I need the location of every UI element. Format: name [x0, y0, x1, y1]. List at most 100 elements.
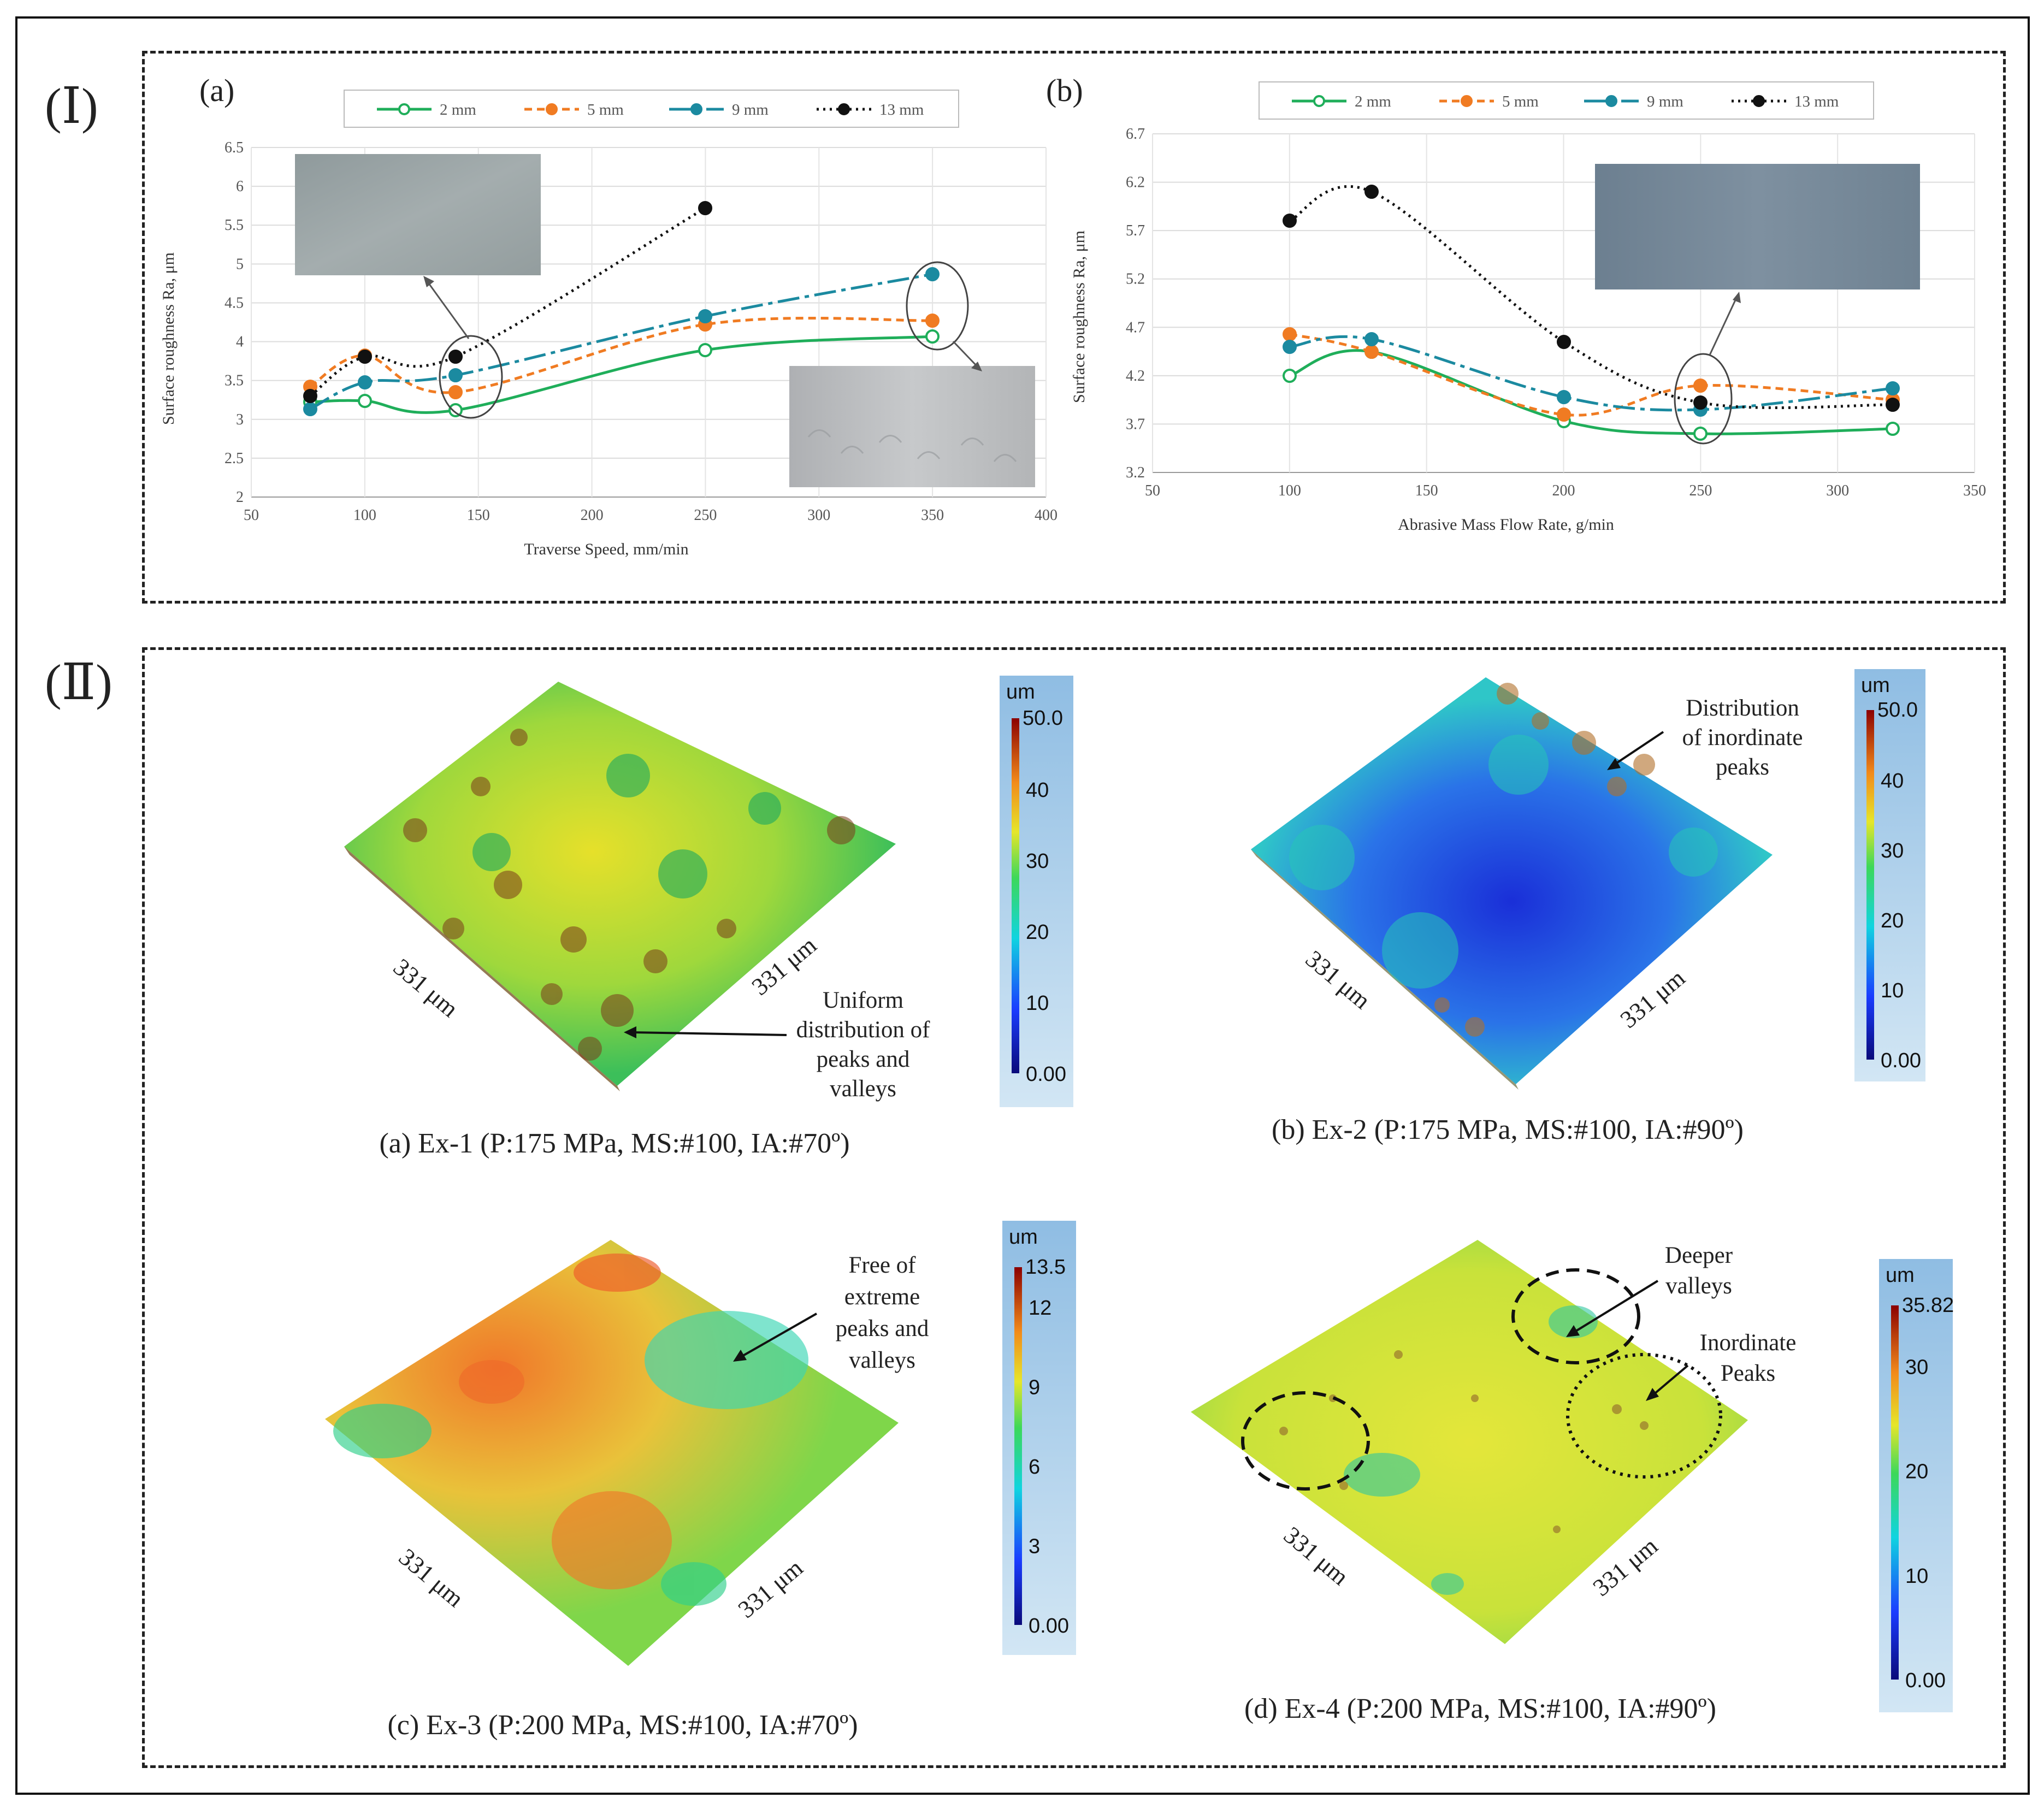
legend-box [344, 90, 959, 128]
x-tick-label: 250 [694, 507, 717, 524]
surface-map-c-caption: (c) Ex-3 (P:200 MPa, MS:#100, IA:#70º) [387, 1710, 858, 1741]
annotation-line: extreme [844, 1284, 920, 1310]
surface-map-a-arrowhead [624, 1026, 636, 1038]
colorbar-tick: 30 [1026, 850, 1049, 873]
y-tick-label: 4.7 [1126, 319, 1145, 336]
data-point-13-mm [448, 350, 463, 364]
y-tick-label: 3.5 [225, 373, 244, 389]
x-tick-label: 50 [1145, 482, 1160, 499]
data-point-2-mm [1283, 369, 1297, 383]
surface-map-a-arrow [630, 1031, 787, 1036]
y-tick-label: 5.2 [1126, 271, 1145, 288]
legend-marker [398, 103, 410, 115]
surface-map-d-caption: (d) Ex-4 (P:200 MPa, MS:#100, IA:#90º) [1244, 1693, 1716, 1724]
chart-b-ticks: 3.2 3.7 4.2 4.7 5.2 5.7 6.2 6.7 50 100 150 200 250 30… [1126, 126, 1986, 499]
colorbar-tick: 3 [1029, 1535, 1040, 1558]
surface-map-c-dim-right: 331 μm [732, 1554, 808, 1623]
colorbar-tick: 20 [1905, 1461, 1928, 1483]
annotation-line: valleys [1665, 1273, 1732, 1299]
y-tick-label: 3.2 [1126, 464, 1145, 481]
y-tick-label: 5 [236, 256, 244, 273]
chart-a-callout-circle-right [906, 261, 969, 351]
colorbar-unit: um [1009, 1226, 1038, 1249]
surface-map-c-arrow [740, 1313, 817, 1358]
data-point-2-mm [1693, 427, 1708, 441]
colorbar-gradient [1014, 1267, 1022, 1625]
data-point-9-mm [1283, 340, 1297, 354]
surface-map-c-arrowhead [733, 1350, 747, 1362]
x-tick-label: 350 [921, 507, 944, 524]
data-point-9-mm [358, 375, 372, 389]
y-tick-label: 6.5 [225, 139, 244, 156]
data-point-2-mm [448, 403, 463, 417]
colorbar-tick: 10 [1881, 979, 1904, 1002]
y-tick-label: 4.5 [225, 294, 244, 311]
y-tick-label: 3.7 [1126, 416, 1145, 433]
legend-marker [690, 103, 702, 115]
annotation-line: peaks and [836, 1316, 929, 1341]
colorbar-gradient [1866, 710, 1874, 1060]
surface-map-d-deep-circle-left [1241, 1391, 1370, 1491]
x-tick-label: 300 [807, 507, 830, 524]
surface-map-c-annotation: Free of extreme peaks and valleys [836, 1252, 929, 1373]
colorbar-d: um 35.82 30 20 10 0.00 [1879, 1259, 1954, 1712]
surface-map-d-dim-left: 331 μm [1279, 1521, 1354, 1591]
colorbar-tick: 0.00 [1026, 1063, 1066, 1086]
x-tick-label: 100 [1278, 482, 1301, 499]
surface-map-c: 331 μm 331 μm Free of extreme peaks and val… [325, 1240, 929, 1741]
data-point-5-mm [925, 314, 940, 328]
surface-map-b-caption: (b) Ex-2 (P:175 MPa, MS:#100, IA:#90º) [1272, 1114, 1744, 1145]
surface-map-b-arrowhead [1607, 758, 1621, 770]
chart-a-series [303, 201, 940, 417]
y-tick-label: 5.7 [1126, 222, 1145, 239]
chart-a-xlabel: Traverse Speed, mm/min [524, 540, 688, 558]
chart-a-arrowhead-left [423, 276, 434, 287]
surface-map-d-annotation-peaks: Inordinate Peaks [1700, 1330, 1797, 1386]
figure-frame [15, 16, 2030, 1795]
data-point-13-mm [1886, 398, 1900, 412]
colorbar-panel [1854, 669, 1925, 1081]
annotation-line: Deeper [1665, 1243, 1733, 1268]
annotation-line: Inordinate [1700, 1330, 1797, 1356]
data-point-2-mm [925, 329, 940, 344]
colorbar-max: 50.0 [1877, 699, 1918, 722]
chart-a-legend: 2 mm 5 mm 9 mm 13 mm [344, 90, 959, 128]
annotation-line: Uniform [823, 988, 903, 1013]
colorbar-unit: um [1006, 681, 1035, 704]
colorbar-tick: 30 [1905, 1356, 1928, 1379]
data-point-13-mm [303, 389, 317, 403]
surface-map-d-plot [1191, 1240, 1748, 1644]
colorbar-max: 13.5 [1025, 1256, 1066, 1279]
legend-label: 13 mm [879, 101, 924, 119]
colorbar-max: 50.0 [1023, 707, 1063, 730]
surface-map-d-annotation-deeper: Deeper valleys [1665, 1243, 1733, 1299]
data-point-9-mm [1886, 381, 1900, 395]
legend-label: 2 mm [1355, 93, 1391, 110]
chart-a: (a) 2 mm 5 mm 9 mm 13 mm 2 2.5 3 3.5 4 4.5 5 5.5 6 6… [159, 73, 1058, 558]
chart-b-arrowhead [1733, 292, 1741, 303]
data-point-2-mm [1886, 422, 1900, 436]
colorbar-tick: 40 [1881, 770, 1904, 793]
surface-map-a-annotation: Uniform distribution of peaks and valleys [796, 988, 931, 1102]
colorbar-tick: 20 [1881, 909, 1904, 932]
chart-b-legend: 2 mm 5 mm 9 mm 13 mm [1259, 81, 1874, 120]
y-tick-label: 4 [236, 334, 244, 351]
legend-marker [1313, 95, 1325, 107]
y-tick-label: 6.7 [1126, 126, 1145, 143]
colorbar-panel [1000, 676, 1073, 1107]
colorbar-gradient [1012, 718, 1019, 1073]
surface-map-a-texture [403, 729, 855, 1061]
colorbar-unit: um [1886, 1264, 1915, 1287]
x-tick-label: 200 [581, 507, 604, 524]
x-tick-label: 350 [1963, 482, 1986, 499]
y-tick-label: 3 [236, 411, 244, 428]
chart-b: (b) 2 mm 5 mm 9 mm 13 mm 3.2 3.7 4.2 4.7 5.2 5.7… [1046, 73, 1986, 534]
part-one-label: (Ⅰ) [45, 78, 98, 134]
x-tick-label: 250 [1689, 482, 1712, 499]
colorbar-gradient [1891, 1305, 1899, 1680]
data-point-9-mm [303, 402, 317, 416]
legend-marker [1753, 95, 1765, 107]
surface-map-d-deep-circle-top [1511, 1268, 1640, 1364]
